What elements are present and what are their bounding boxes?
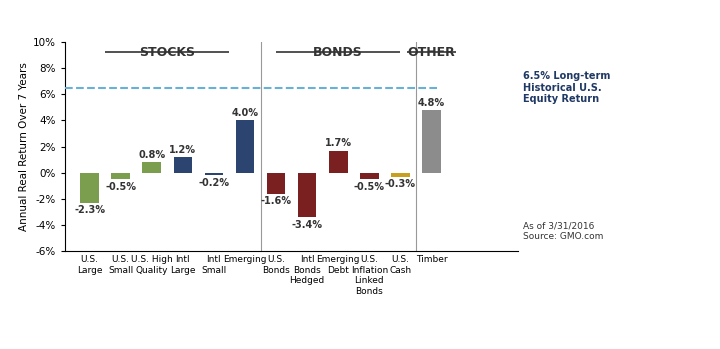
Text: As of 3/31/2016
Source: GMO.com: As of 3/31/2016 Source: GMO.com — [523, 221, 603, 241]
Text: -1.6%: -1.6% — [261, 196, 292, 206]
Bar — [329, 150, 348, 173]
Y-axis label: Annual Real Return Over 7 Years: Annual Real Return Over 7 Years — [19, 62, 29, 231]
Text: 6.5% Long-term
Historical U.S.
Equity Return: 6.5% Long-term Historical U.S. Equity Re… — [523, 71, 611, 104]
Text: BONDS: BONDS — [313, 46, 363, 59]
Bar — [143, 162, 161, 173]
Text: -0.5%: -0.5% — [354, 181, 384, 192]
Bar — [391, 173, 410, 177]
Text: -0.2%: -0.2% — [199, 178, 230, 188]
Text: -0.5%: -0.5% — [105, 181, 136, 192]
Text: 4.8%: 4.8% — [418, 98, 445, 107]
Bar — [204, 173, 223, 175]
Text: -0.3%: -0.3% — [384, 179, 416, 189]
Bar — [360, 173, 379, 179]
Text: STOCKS: STOCKS — [140, 46, 195, 59]
Text: 1.2%: 1.2% — [169, 145, 197, 155]
Text: -3.4%: -3.4% — [292, 220, 323, 230]
Bar — [235, 120, 254, 173]
Bar — [112, 173, 130, 179]
Text: -2.3%: -2.3% — [74, 205, 105, 215]
Text: 0.8%: 0.8% — [138, 150, 166, 160]
Bar — [266, 173, 285, 194]
Bar — [298, 173, 317, 217]
Text: 4.0%: 4.0% — [232, 108, 258, 118]
Text: OTHER: OTHER — [408, 46, 455, 59]
Bar — [422, 110, 441, 173]
Text: 1.7%: 1.7% — [325, 138, 351, 148]
Bar — [174, 157, 192, 173]
Bar — [81, 173, 99, 203]
